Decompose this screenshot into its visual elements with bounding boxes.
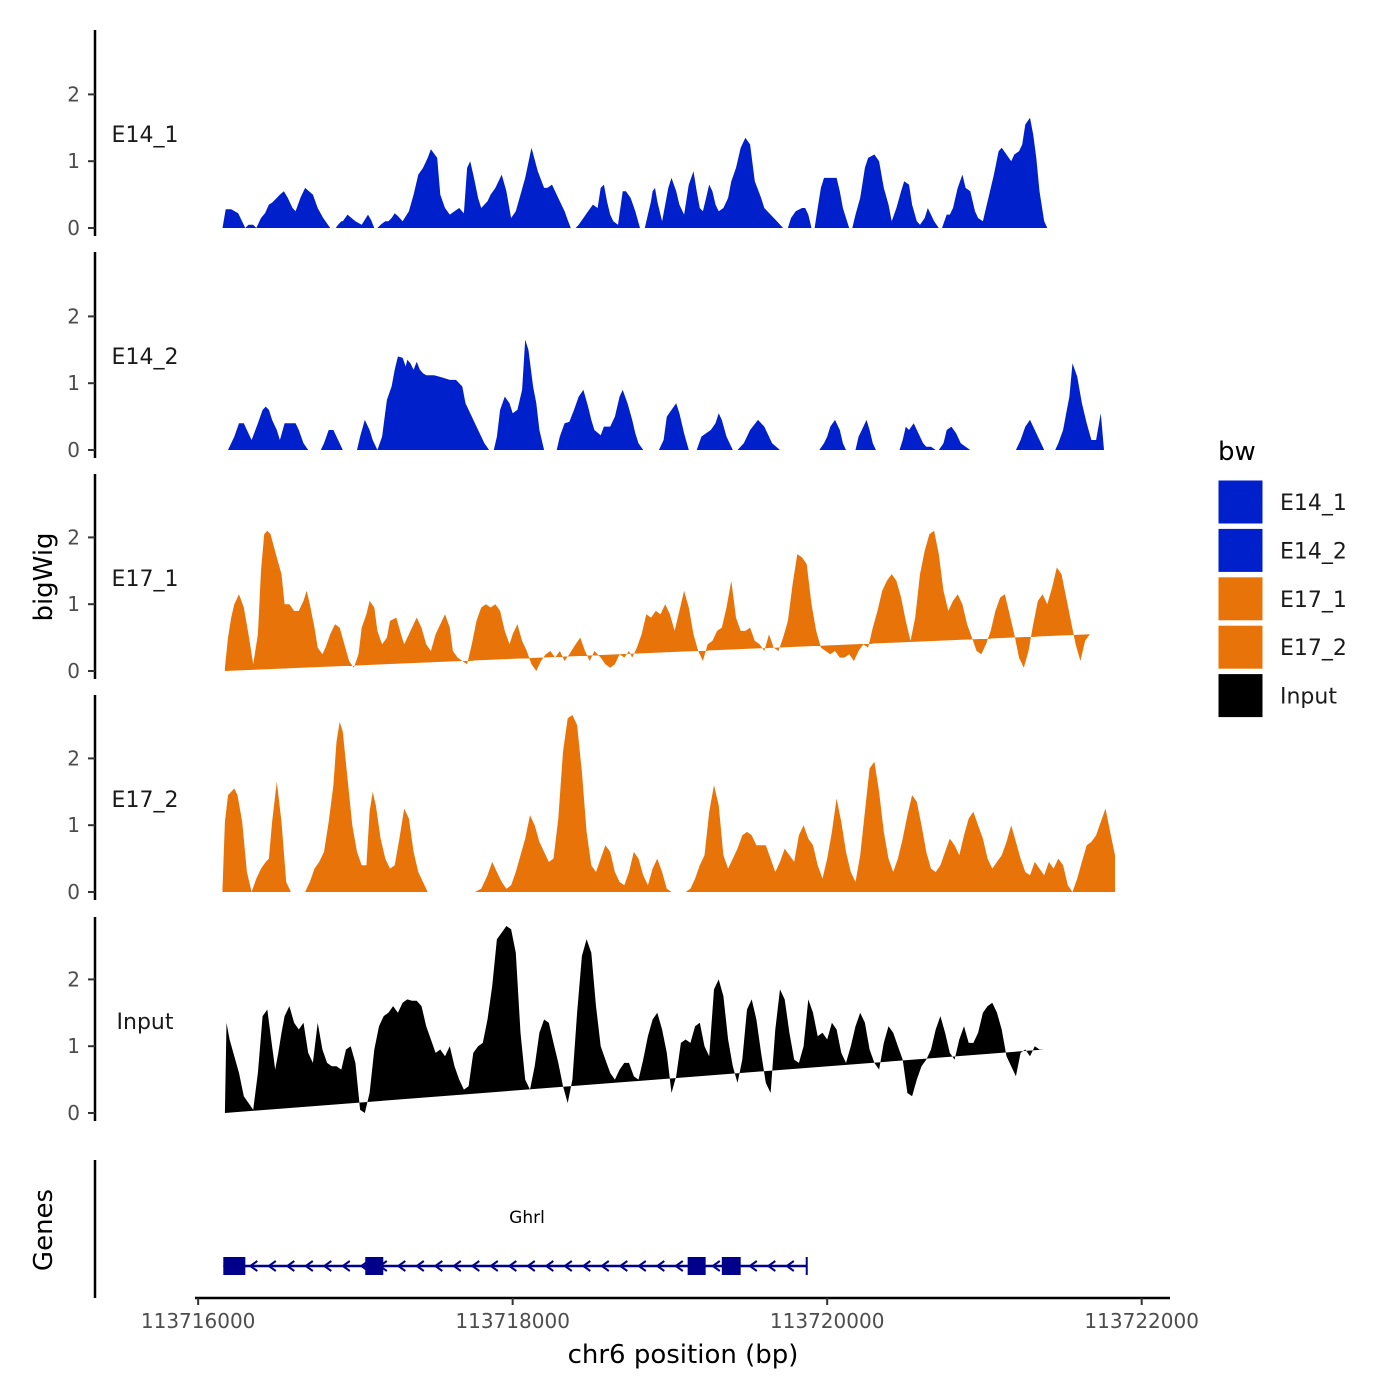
strand-arrow-icon [526,1260,536,1272]
track-label: Input [117,1010,174,1035]
track-panel-e14_2: 0 1 2 E14_2 [67,252,1104,462]
strand-arrow-icon [618,1260,628,1272]
y-tick-label: 0 [67,659,80,683]
x-tick-label: 113718000 [455,1309,570,1333]
x-axis: 113716000 113718000 113720000 113722000 [141,1296,1199,1333]
strand-arrow-icon [655,1260,665,1272]
track-panel-e14_1: 0 1 2 E14_1 [67,30,1048,240]
track-label: E17_1 [112,567,179,592]
gene-exon [687,1257,706,1275]
strand-arrow-icon [711,1260,721,1272]
x-axis-title: chr6 position (bp) [568,1340,799,1370]
gene-exon [721,1257,741,1275]
track-panel-input: 0 1 2 Input [67,917,1045,1125]
legend-label: E17_1 [1280,588,1347,613]
signal-area-e17_2 [222,715,1115,892]
legend-label: E17_2 [1280,636,1347,661]
legend-label: E14_2 [1280,539,1347,564]
strand-arrow-icon [674,1260,684,1272]
strand-arrow-icon [489,1260,499,1272]
strand-arrow-icon [248,1260,258,1272]
strand-arrow-icon [785,1260,795,1272]
strand-arrow-icon [563,1260,573,1272]
legend: bw E14_1 E14_2 E17_1 E17_2 Input [1217,437,1347,719]
strand-arrow-icon [341,1260,351,1272]
legend-title: bw [1218,437,1256,467]
legend-swatch [1217,479,1264,525]
strand-arrow-icon [637,1260,647,1272]
strand-arrow-icon [544,1260,554,1272]
strand-arrow-icon [396,1260,406,1272]
legend-label: Input [1280,685,1337,710]
y-tick-label: 1 [67,1034,80,1058]
signal-area-e14_2 [228,339,1104,450]
y-tick-label: 2 [67,967,80,991]
strand-arrow-icon [433,1260,443,1272]
x-tick-label: 113722000 [1084,1309,1199,1333]
x-tick-label: 113720000 [770,1309,885,1333]
strand-arrow-icon [267,1260,277,1272]
legend-label: E14_1 [1280,491,1347,516]
signal-area-e14_1 [222,117,1048,228]
strand-arrow-icon [415,1260,425,1272]
y-tick-label: 1 [67,371,80,395]
track-label: E17_2 [112,788,179,813]
legend-swatch [1217,624,1264,670]
track-panel-e17_2: 0 1 2 E17_2 [67,695,1115,904]
signal-area-e17_1 [224,530,1090,671]
genes-layer: Ghrl [93,1160,808,1298]
legend-swatch [1217,673,1264,719]
strand-arrow-icon [322,1260,332,1272]
x-tick-label: 113716000 [141,1309,256,1333]
gene-exon [365,1257,384,1275]
gene-exon [223,1257,246,1275]
y-tick-label: 1 [67,149,80,173]
strand-arrow-icon [452,1260,462,1272]
y-axis-title: bigWig [29,532,59,621]
legend-swatch [1217,527,1264,573]
y-tick-label: 1 [67,813,80,837]
y-tick-label: 2 [67,304,80,328]
strand-arrow-icon [304,1260,314,1272]
strand-arrow-icon [507,1260,517,1272]
y-tick-label: 0 [67,216,80,240]
strand-arrow-icon [581,1260,591,1272]
legend-swatch [1217,576,1264,622]
signal-area-input [224,926,1045,1113]
y-tick-label: 2 [67,82,80,106]
strand-arrow-icon [285,1260,295,1272]
strand-arrow-icon [600,1260,610,1272]
y-tick-label: 1 [67,592,80,616]
y-tick-label: 0 [67,1101,80,1125]
y-tick-label: 2 [67,525,80,549]
track-panel-e17_1: 0 1 2 E17_1 [67,474,1090,683]
y-tick-label: 2 [67,746,80,770]
y-tick-label: 0 [67,438,80,462]
gene-ghrl: Ghrl [223,1208,808,1275]
y-tick-label: 0 [67,880,80,904]
track-label: E14_1 [112,123,179,148]
track-label: E14_2 [112,345,179,370]
strand-arrow-icon [748,1260,758,1272]
strand-arrow-icon [766,1260,776,1272]
genes-axis-title: Genes [29,1189,59,1271]
strand-arrow-icon [470,1260,480,1272]
tracks-layer: 0 1 2 E14_1 0 1 2 E14_2 0 1 2 E17_1 0 1 2 E17_2 0 1 2 Input [67,30,1115,1125]
gene-label: Ghrl [509,1208,545,1228]
